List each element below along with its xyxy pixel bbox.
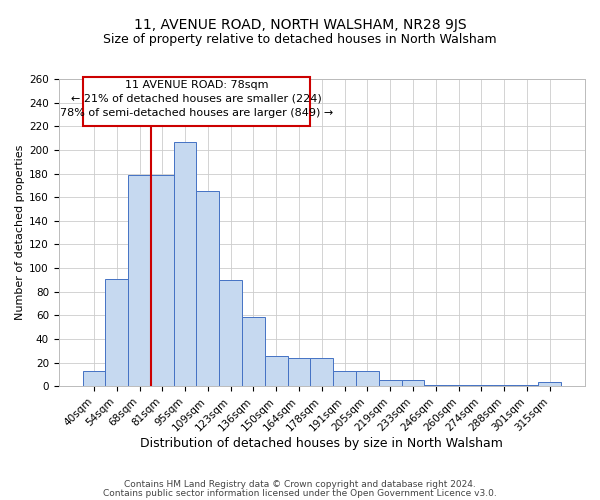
- Bar: [151, 174, 174, 386]
- Bar: [265, 356, 287, 386]
- X-axis label: Distribution of detached houses by size in North Walsham: Distribution of detached houses by size …: [140, 437, 503, 450]
- Bar: [447, 385, 470, 386]
- Bar: [196, 192, 219, 386]
- Bar: [538, 382, 561, 386]
- Bar: [493, 385, 515, 386]
- Bar: [356, 371, 379, 386]
- Text: Size of property relative to detached houses in North Walsham: Size of property relative to detached ho…: [103, 32, 497, 46]
- Y-axis label: Number of detached properties: Number of detached properties: [15, 145, 25, 320]
- Text: Contains HM Land Registry data © Crown copyright and database right 2024.: Contains HM Land Registry data © Crown c…: [124, 480, 476, 489]
- FancyBboxPatch shape: [83, 76, 310, 126]
- Bar: [401, 380, 424, 386]
- Text: 11 AVENUE ROAD: 78sqm
← 21% of detached houses are smaller (224)
78% of semi-det: 11 AVENUE ROAD: 78sqm ← 21% of detached …: [60, 80, 333, 118]
- Bar: [333, 371, 356, 386]
- Bar: [106, 278, 128, 386]
- Bar: [174, 142, 196, 386]
- Bar: [242, 316, 265, 386]
- Bar: [287, 358, 310, 386]
- Text: Contains public sector information licensed under the Open Government Licence v3: Contains public sector information licen…: [103, 488, 497, 498]
- Bar: [424, 385, 447, 386]
- Bar: [470, 385, 493, 386]
- Bar: [219, 280, 242, 386]
- Bar: [379, 380, 401, 386]
- Bar: [128, 174, 151, 386]
- Bar: [83, 371, 106, 386]
- Bar: [310, 358, 333, 386]
- Bar: [515, 385, 538, 386]
- Text: 11, AVENUE ROAD, NORTH WALSHAM, NR28 9JS: 11, AVENUE ROAD, NORTH WALSHAM, NR28 9JS: [134, 18, 466, 32]
